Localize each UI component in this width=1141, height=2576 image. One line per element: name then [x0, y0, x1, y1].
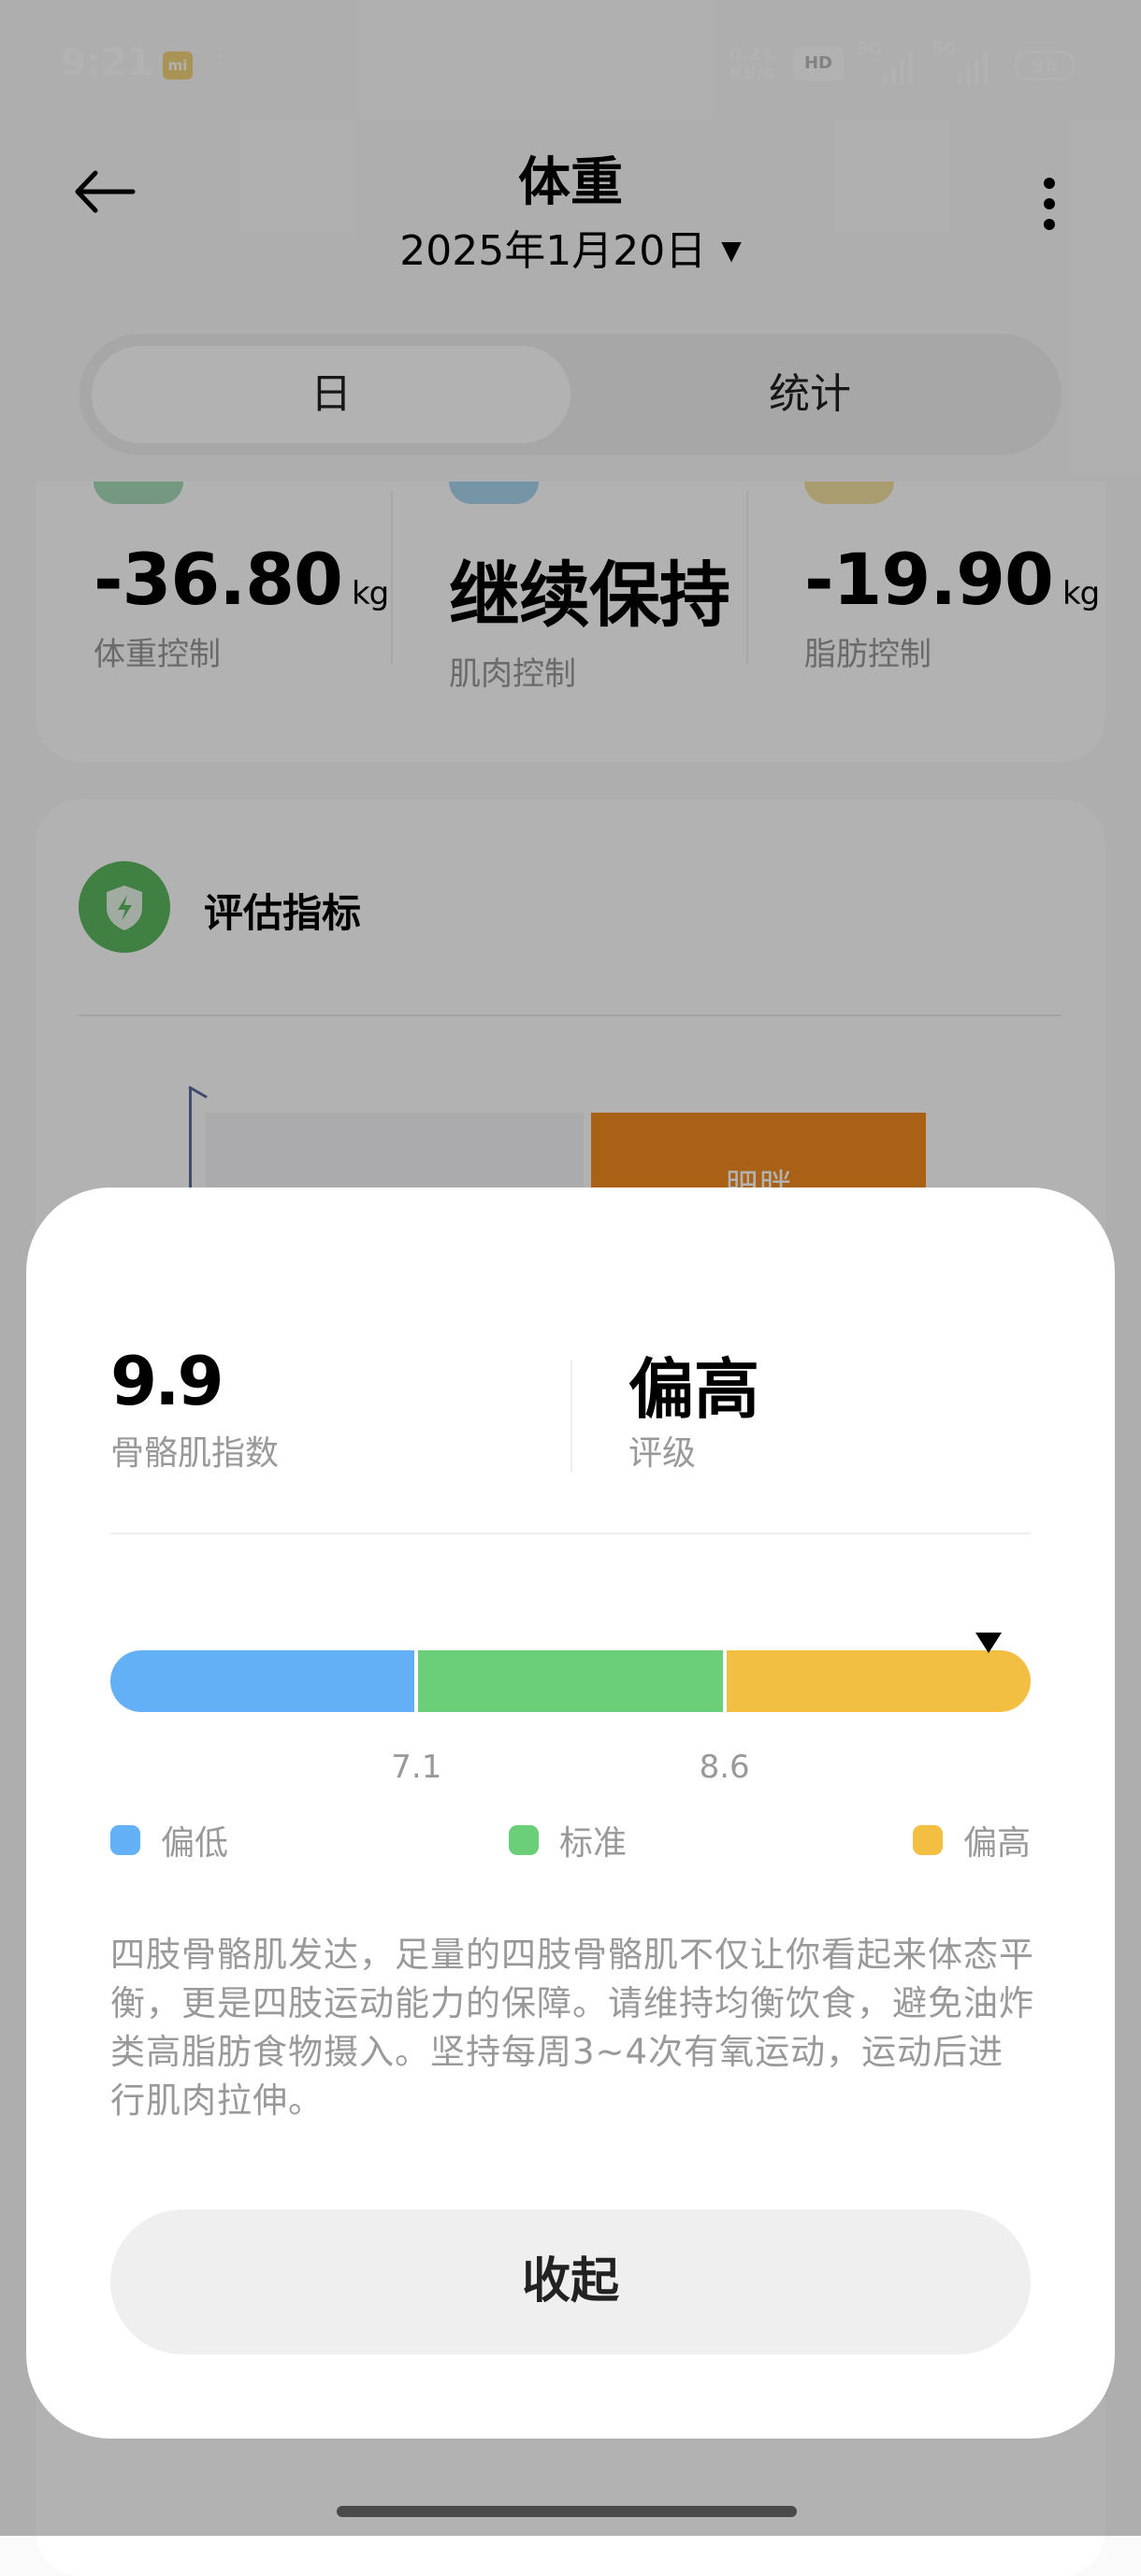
tab-bar: 日 统计: [79, 334, 1062, 455]
muscle-control-label: 肌肉控制: [449, 655, 576, 693]
skeletal-muscle-index-value: 9.9: [110, 1342, 224, 1420]
weight-control-value: -36.80: [94, 538, 343, 621]
weight-control-unit: kg: [351, 575, 389, 612]
signal-icon-sim2: 5G: [932, 39, 997, 84]
back-arrow-icon[interactable]: [73, 168, 138, 215]
divider: [391, 491, 393, 664]
collapse-button[interactable]: 收起: [110, 2209, 1031, 2354]
gauge-segment-low: [110, 1650, 415, 1712]
legend-label-standard: 标准: [559, 1824, 628, 1863]
legend-dot-high: [912, 1825, 943, 1855]
status-time: 9:21: [60, 41, 153, 84]
legend-label-low: 偏低: [161, 1824, 229, 1863]
legend-low: 偏低: [110, 1816, 228, 1864]
fat-control-unit: kg: [1062, 575, 1100, 612]
page-title: 体重: [518, 152, 623, 213]
gauge-segment-high: [726, 1650, 1031, 1712]
fat-control-label: 脂肪控制: [804, 636, 932, 673]
description-text: 四肢骨骼肌发达，足量的四肢骨骼肌不仅让你看起来体态平衡，更是四肢运动能力的保障。…: [110, 1935, 1034, 2121]
weight-control-icon: [94, 482, 183, 504]
detail-bottom-sheet: 9.9 骨骼肌指数 偏高 评级 7.1 8.6 偏低 标准 偏高 四肢骨骼肌发达…: [26, 1187, 1115, 2439]
net-speed-value: 0.21: [729, 44, 774, 65]
mi-app-icon: mi: [163, 51, 193, 79]
fat-control: -19.90 kg 脂肪控制: [804, 538, 1100, 674]
legend-dot-low: [110, 1825, 140, 1855]
caret-down-icon: ▼: [721, 235, 742, 266]
rating-label: 评级: [628, 1434, 697, 1473]
divider: [79, 1015, 1062, 1016]
sim1-label: 5G: [857, 39, 883, 59]
gauge-segment-standard: [418, 1650, 723, 1712]
divider: [110, 1533, 1031, 1534]
date-picker[interactable]: 2025年1月20日 ▼: [0, 217, 1141, 277]
muscle-control-icon: [449, 482, 539, 504]
muscle-control-value: 继续保持: [449, 554, 730, 637]
shield-bolt-icon: [79, 861, 170, 953]
weight-control: -36.80 kg 体重控制: [94, 538, 389, 674]
status-bar: 9:21 mi ··· 0.21 KB/s HD 5G 5G 96: [0, 0, 1141, 131]
battery-icon: 96: [1014, 50, 1076, 80]
date-label: 2025年1月20日: [399, 227, 707, 275]
assessment-title: 评估指标: [204, 890, 362, 936]
divider: [746, 491, 748, 664]
network-speed: 0.21 KB/s: [729, 45, 773, 82]
hd-voice-icon: HD: [793, 47, 844, 80]
muscle-control: 继续保持 肌肉控制: [449, 538, 730, 694]
home-indicator[interactable]: [337, 2506, 797, 2517]
fat-control-value: -19.90: [804, 538, 1054, 621]
more-vertical-icon[interactable]: [1034, 178, 1064, 234]
threshold-label-high: 8.6: [699, 1749, 750, 1786]
rating-value: 偏高: [628, 1351, 759, 1428]
legend-dot-standard: [509, 1825, 539, 1855]
summary-card: -36.80 kg 体重控制 继续保持 肌肉控制 -19.90 kg 脂肪控制: [36, 482, 1105, 762]
legend-high: 偏高: [912, 1816, 1031, 1864]
skeletal-muscle-index-label: 骨骼肌指数: [110, 1434, 280, 1473]
fat-control-icon: [804, 482, 894, 504]
divider: [570, 1360, 572, 1473]
sim2-label: 5G: [932, 39, 958, 59]
signal-icon-sim1: 5G: [857, 39, 922, 84]
legend-label-high: 偏高: [962, 1824, 1031, 1863]
legend-standard: 标准: [509, 1816, 627, 1864]
weight-control-label: 体重控制: [94, 636, 221, 673]
value-marker-icon: [975, 1633, 1002, 1653]
net-speed-unit: KB/s: [729, 63, 774, 83]
range-gauge: [110, 1650, 1031, 1712]
more-notifications-icon: ···: [215, 41, 248, 74]
tab-day[interactable]: 日: [92, 346, 570, 443]
threshold-label-low: 7.1: [391, 1749, 442, 1786]
tab-statistics[interactable]: 统计: [769, 370, 851, 418]
